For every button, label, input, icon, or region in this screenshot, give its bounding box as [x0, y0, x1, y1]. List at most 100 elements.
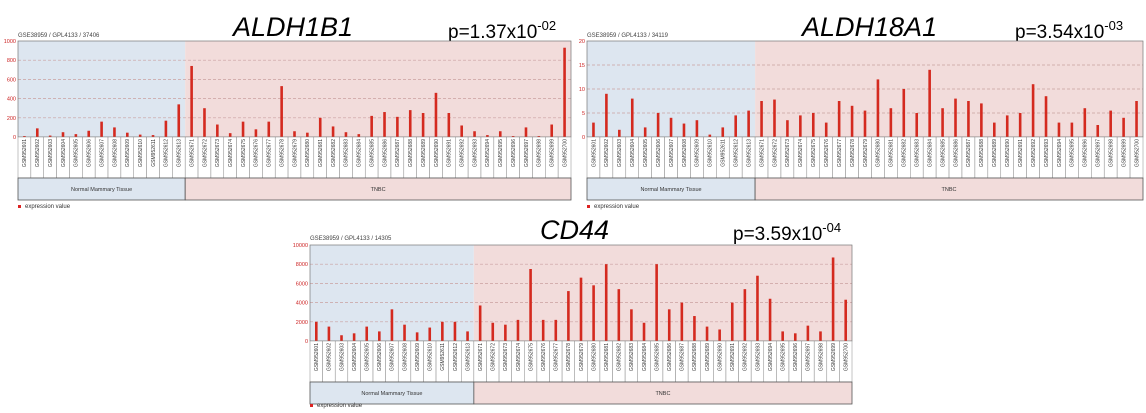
bar — [579, 277, 583, 341]
p-value: p=3.59x10-04 — [733, 220, 841, 246]
y-tick-label: 400 — [7, 97, 16, 103]
y-tick-label: 200 — [7, 116, 16, 122]
bar — [396, 116, 399, 137]
group-band-tnbc — [473, 381, 853, 405]
bar — [280, 86, 283, 137]
bar — [592, 122, 595, 137]
x-tick-label: GSM952694 — [485, 139, 491, 167]
bar — [151, 135, 155, 137]
x-tick-label: GSM952690 — [434, 139, 440, 167]
bar — [516, 319, 520, 341]
bar — [863, 110, 867, 137]
bar — [824, 122, 828, 137]
x-tick-label: GSM952607 — [669, 139, 675, 167]
bar — [357, 134, 361, 137]
bar — [453, 321, 457, 341]
bar — [669, 117, 673, 137]
x-tick-label: GSM952694 — [1057, 139, 1063, 167]
bar — [421, 113, 425, 137]
x-tick-label: GSM952687 — [680, 343, 686, 371]
x-tick-label: GSM952613 — [746, 139, 752, 167]
bar — [1122, 117, 1125, 137]
x-tick-label: GSM952607 — [390, 343, 396, 371]
group-label: TNBC — [655, 391, 670, 397]
x-tick-label: GSM952686 — [953, 139, 959, 167]
bar — [1096, 125, 1100, 137]
x-tick-label: GSM952603 — [48, 139, 54, 167]
x-tick-label: GSM952671 — [478, 343, 484, 371]
tnbc-region — [185, 41, 572, 137]
bar — [928, 69, 931, 137]
x-tick-label: GSM952671 — [189, 139, 195, 167]
x-tick-label: GSM952684 — [357, 139, 363, 167]
bar — [428, 327, 432, 341]
p-value-exponent: -03 — [1104, 18, 1124, 33]
bar — [473, 131, 476, 137]
bar — [768, 298, 772, 341]
x-tick-label: GSM952613 — [177, 139, 183, 167]
x-tick-label: GSM952673 — [215, 139, 221, 167]
x-tick-label: GSM952689 — [705, 343, 711, 371]
x-tick-label: GSM952671 — [759, 139, 765, 167]
bar — [23, 136, 26, 137]
x-tick-label: GSM952680 — [876, 139, 882, 167]
x-tick-label: GSM952677 — [267, 139, 273, 167]
x-tick-label: GSM952675 — [528, 343, 534, 371]
bar — [408, 110, 412, 137]
bar — [693, 316, 696, 341]
bar — [352, 333, 356, 341]
x-tick-label: GSM952694 — [768, 343, 774, 371]
bar — [993, 122, 996, 137]
x-tick-label: GSM952608 — [402, 343, 408, 371]
p-value-base: p=1.37x10 — [448, 22, 538, 43]
p-value-exponent: -04 — [822, 220, 842, 235]
bar — [1018, 113, 1022, 137]
y-tick-label: 800 — [7, 58, 16, 64]
bar — [567, 291, 570, 341]
bar — [113, 127, 116, 137]
x-tick-label: GSM952686 — [382, 139, 388, 167]
bar — [498, 131, 502, 137]
p-value-base: p=3.59x10 — [733, 224, 823, 245]
x-tick-label: GSM952688 — [979, 139, 985, 167]
x-tick-label: GSM952692 — [1031, 139, 1037, 167]
bar — [708, 134, 712, 137]
bar — [254, 129, 258, 137]
x-tick-label: GSM952605 — [643, 139, 649, 167]
bar — [370, 115, 373, 137]
x-tick-label: GSM952685 — [369, 139, 375, 167]
bar — [434, 92, 438, 137]
bar — [734, 115, 737, 137]
tnbc-region — [473, 245, 852, 341]
bar — [100, 121, 103, 137]
x-tick-label: GSM952612 — [453, 343, 459, 371]
bar — [1135, 101, 1138, 137]
bar — [1109, 110, 1112, 137]
x-tick-label: GSM952680 — [591, 343, 597, 371]
y-tick-label: 0 — [582, 135, 585, 141]
bar — [630, 309, 633, 341]
x-tick-label: GSM952697 — [524, 139, 530, 167]
bar — [441, 321, 444, 341]
x-tick-label: GSM952674 — [228, 139, 234, 167]
bar — [718, 329, 721, 341]
group-band-tnbc — [754, 177, 1144, 201]
bar — [306, 132, 309, 137]
x-tick-label: GSM952673 — [785, 139, 791, 167]
bar — [344, 132, 348, 137]
x-tick-label: GSM952679 — [292, 139, 298, 167]
bar — [466, 331, 469, 341]
bar — [415, 332, 419, 341]
x-tick-label: GSM952672 — [491, 343, 497, 371]
bar — [74, 134, 78, 137]
bar — [491, 322, 495, 341]
legend-label: expression value — [594, 204, 640, 210]
x-tick-label: GSM952690 — [717, 343, 723, 371]
bar — [87, 130, 91, 137]
bar — [667, 309, 671, 341]
bar — [721, 127, 725, 137]
bar — [799, 115, 802, 137]
x-tick-label: GSM952612 — [733, 139, 739, 167]
bar — [48, 135, 52, 137]
bar — [293, 131, 296, 137]
